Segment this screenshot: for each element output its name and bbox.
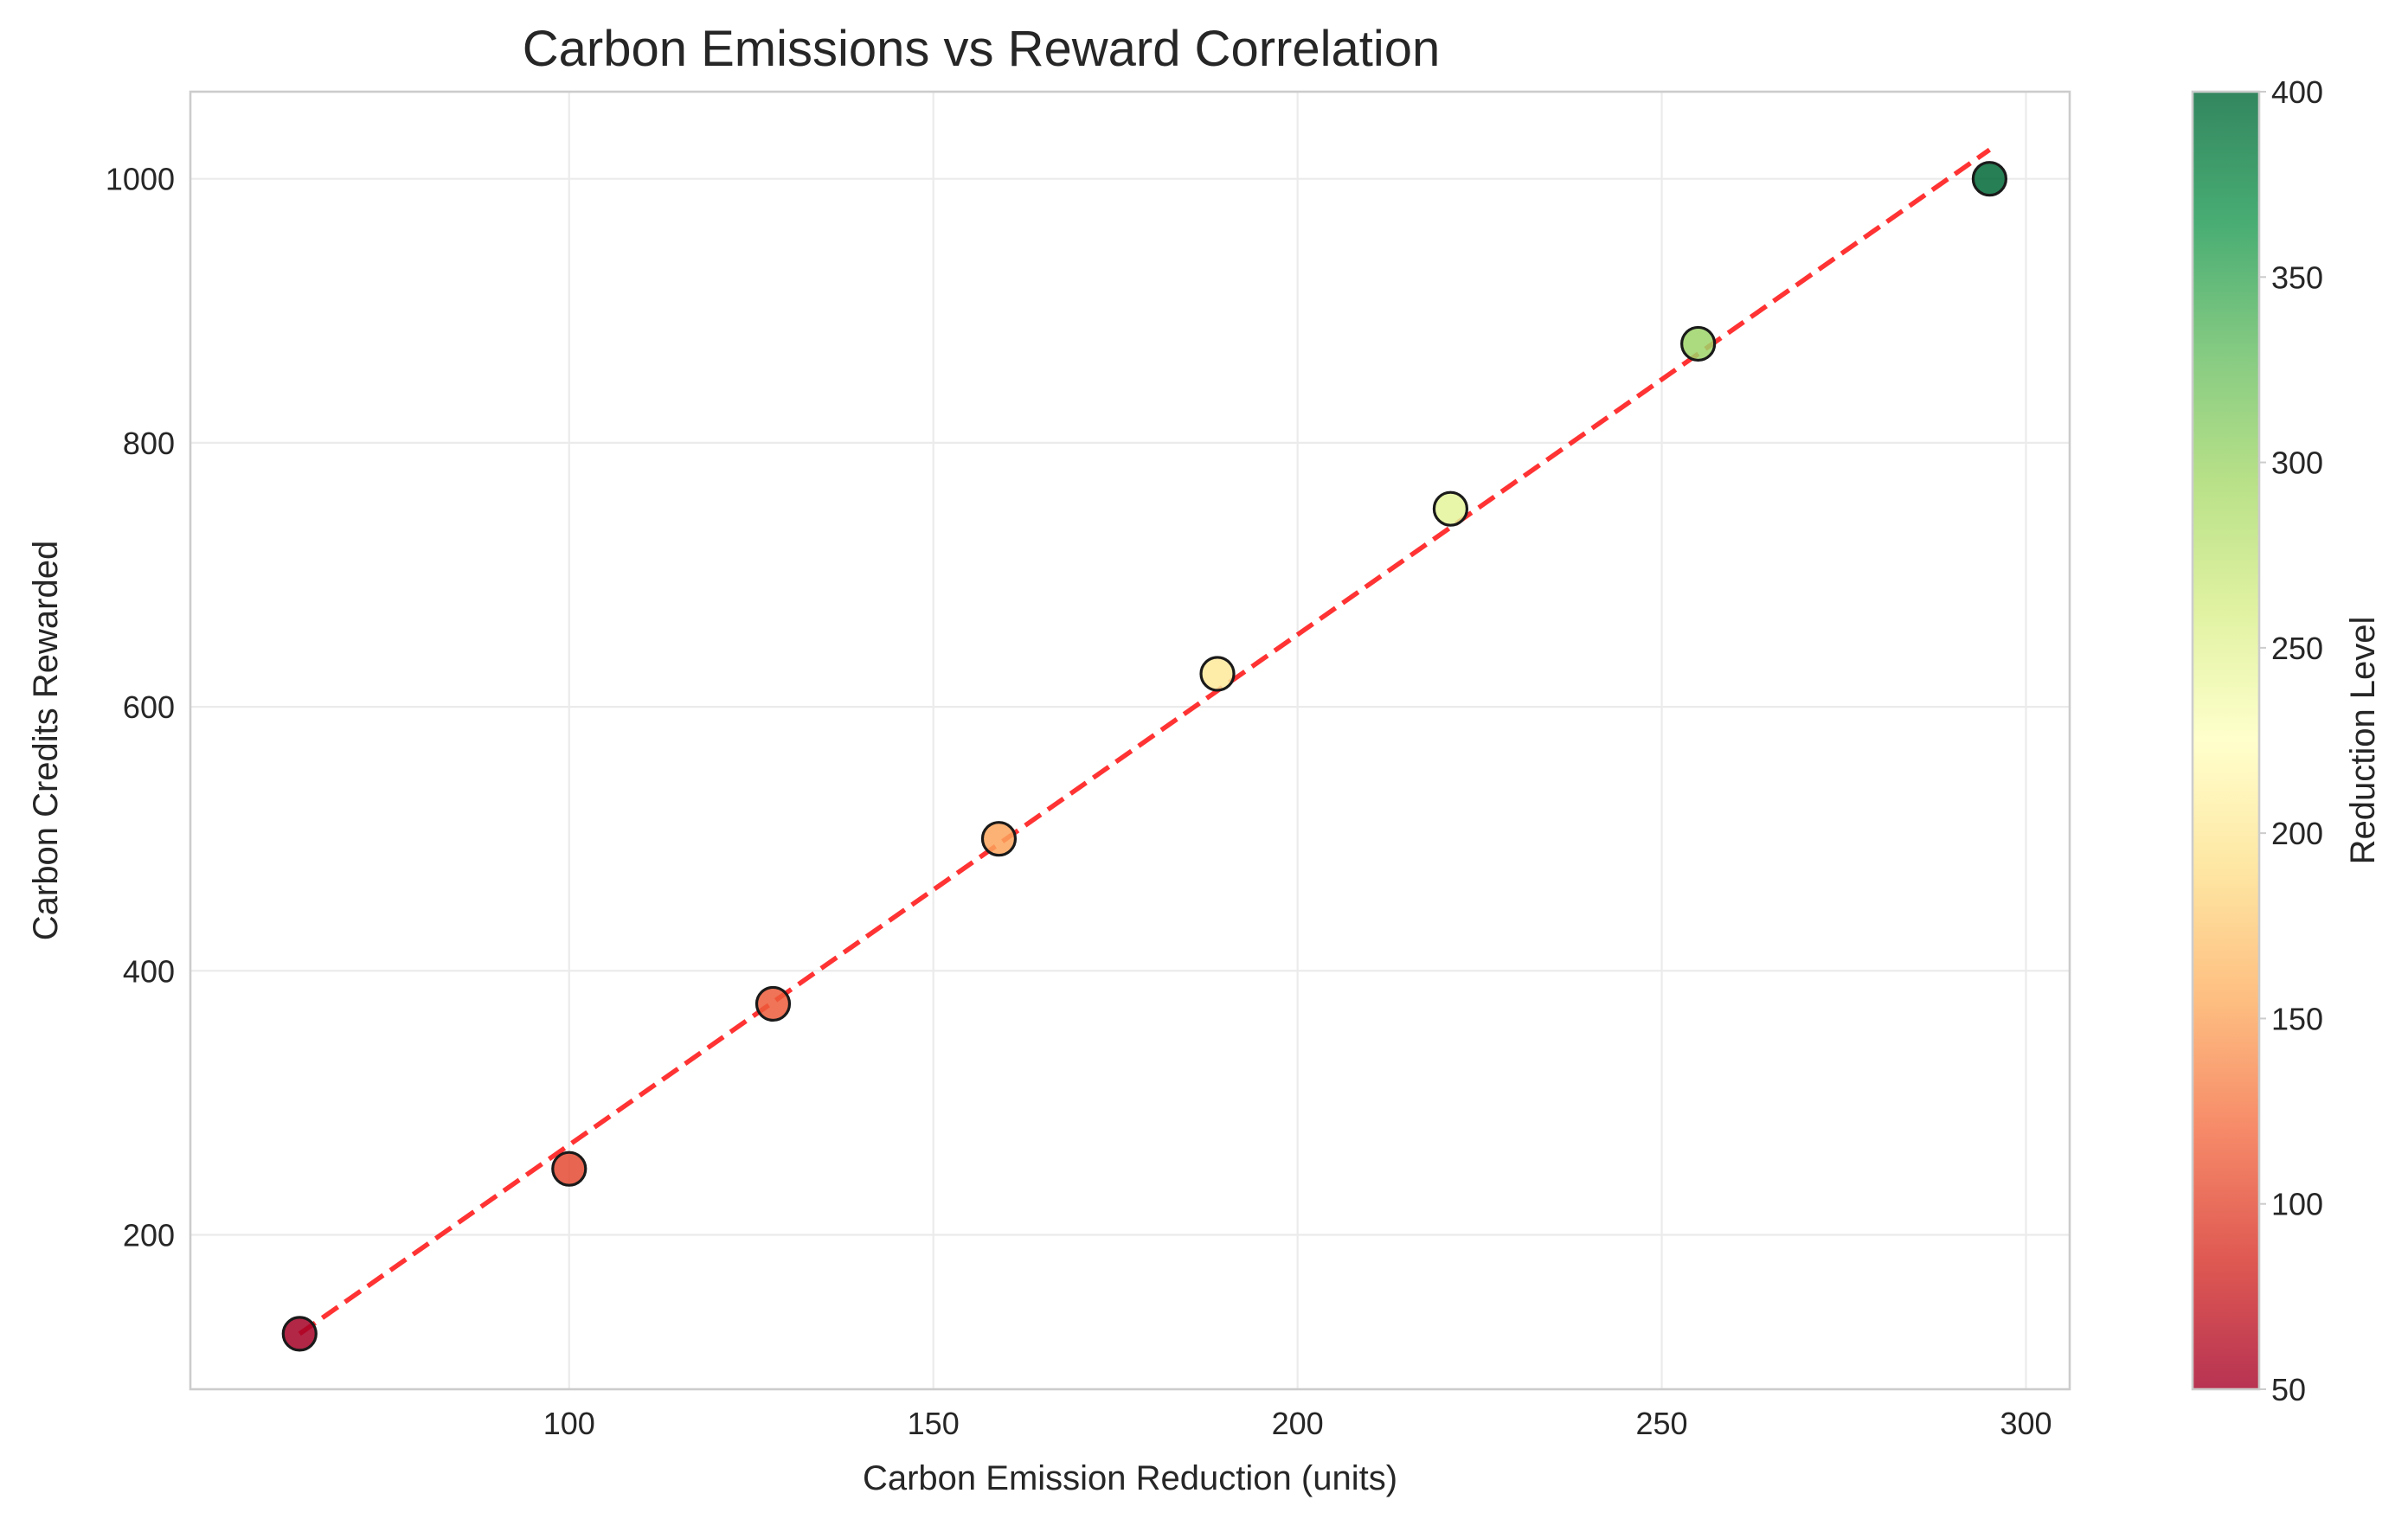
y-axis-label: Carbon Credits Rewarded — [27, 541, 65, 940]
x-tick-label: 250 — [1636, 1406, 1688, 1441]
colorbar-tick-label: 400 — [2271, 74, 2323, 110]
data-point — [755, 985, 792, 1022]
data-points — [281, 161, 2007, 1352]
x-tick-label: 100 — [543, 1406, 595, 1441]
data-point — [1432, 490, 1469, 527]
data-point — [980, 821, 1018, 857]
y-tick-label: 200 — [123, 1217, 175, 1253]
gridlines — [190, 92, 2070, 1389]
data-point — [551, 1150, 588, 1187]
plot-frame — [189, 90, 2071, 1391]
y-tick-label: 600 — [123, 689, 175, 725]
colorbar-tick-label: 200 — [2271, 816, 2323, 851]
colorbar-tick-label: 350 — [2271, 260, 2323, 295]
trend-line — [298, 147, 1991, 1336]
x-axis-ticks: 100 150 200 250 300 — [543, 1406, 2052, 1441]
x-tick-label: 150 — [908, 1406, 960, 1441]
colorbar-label: Reduction Level — [2344, 617, 2382, 865]
colorbar-tick-label: 100 — [2271, 1187, 2323, 1222]
colorbar-tick-label: 50 — [2271, 1372, 2306, 1407]
colorbar-tick-label: 300 — [2271, 445, 2323, 481]
y-tick-label: 800 — [123, 426, 175, 461]
y-axis-ticks: 200 400 600 800 1000 — [106, 162, 175, 1253]
trend-layer — [298, 147, 1991, 1336]
x-tick-label: 300 — [2000, 1406, 2052, 1441]
y-tick-label: 1000 — [106, 162, 175, 197]
x-axis-label: Carbon Emission Reduction (units) — [863, 1459, 1397, 1497]
colorbar-tick-label: 150 — [2271, 1001, 2323, 1036]
data-point — [281, 1316, 318, 1352]
data-point — [1199, 656, 1236, 692]
y-tick-label: 400 — [123, 953, 175, 989]
data-point — [1971, 161, 2007, 197]
colorbar-ticks: 50 100 150 200 250 300 350 400 — [2259, 74, 2323, 1407]
colorbar — [2191, 90, 2261, 1391]
colorbar-tick-label: 250 — [2271, 631, 2323, 666]
chart-title: Carbon Emissions vs Reward Correlation — [523, 21, 1441, 77]
x-tick-label: 200 — [1272, 1406, 1324, 1441]
data-point — [1680, 325, 1717, 362]
